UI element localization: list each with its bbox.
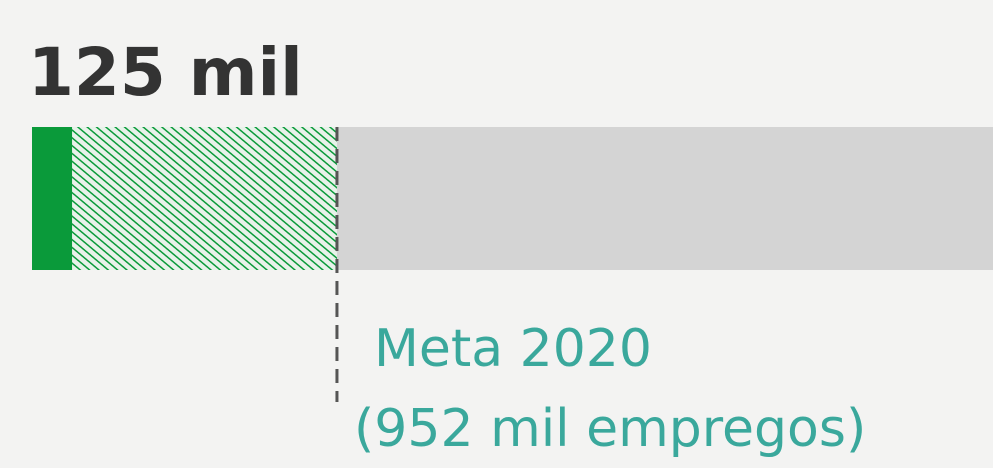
target-label: Meta 2020: [374, 319, 652, 379]
bar: [32, 127, 73, 270]
target-range: [72, 127, 337, 270]
target-label: (952 mil empregos): [354, 399, 866, 459]
value-label: 125 mil: [28, 34, 303, 111]
